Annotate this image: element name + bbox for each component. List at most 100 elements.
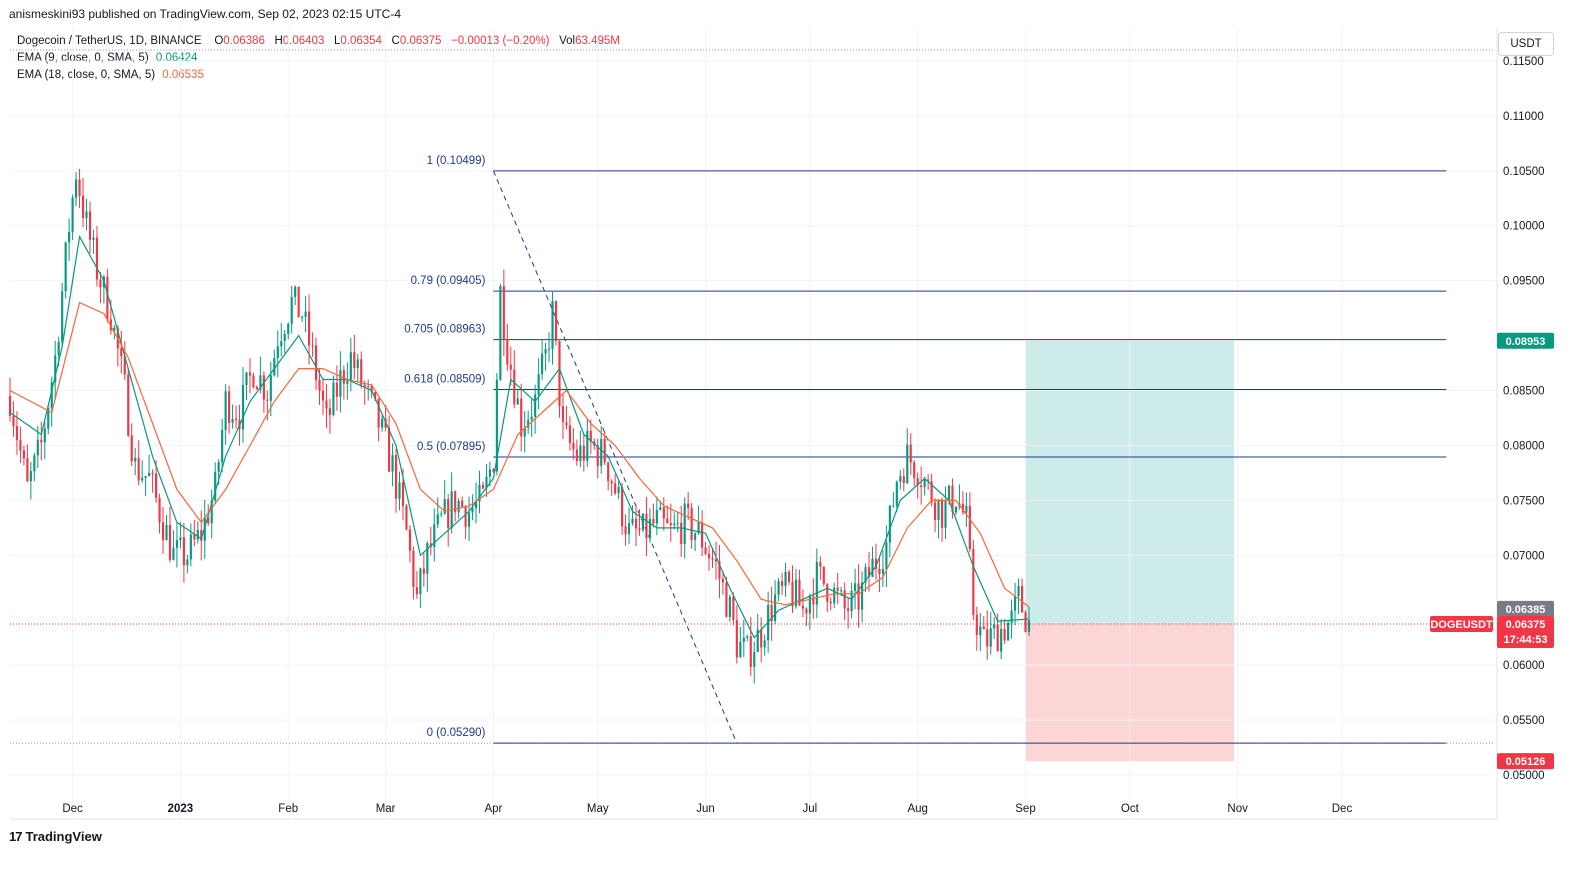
candle[interactable] [707, 545, 711, 571]
candle[interactable] [847, 597, 850, 629]
price-tag[interactable]: 0.05126 [1497, 753, 1554, 770]
candle[interactable] [68, 218, 71, 261]
candle[interactable] [826, 582, 829, 612]
candle[interactable] [655, 496, 658, 536]
candle[interactable] [228, 385, 231, 434]
candle[interactable] [182, 522, 185, 583]
candle[interactable] [617, 481, 620, 500]
candle[interactable] [64, 241, 67, 299]
candle[interactable] [485, 463, 488, 497]
candle[interactable] [624, 514, 627, 546]
candle[interactable] [961, 491, 964, 516]
candle[interactable] [697, 505, 700, 535]
candle[interactable] [15, 411, 19, 456]
candle[interactable] [648, 508, 651, 543]
candle[interactable] [81, 177, 85, 228]
candle[interactable] [575, 439, 578, 466]
candle[interactable] [287, 322, 290, 340]
candle[interactable] [29, 461, 32, 500]
candle[interactable] [1013, 582, 1017, 626]
candle[interactable] [353, 334, 356, 380]
candle[interactable] [447, 493, 450, 547]
candle[interactable] [262, 371, 265, 413]
candle[interactable] [325, 383, 328, 428]
candle[interactable] [784, 562, 787, 597]
candle[interactable] [558, 340, 561, 418]
candle[interactable] [934, 498, 937, 533]
candle[interactable] [798, 569, 801, 606]
candle[interactable] [433, 508, 436, 562]
candle[interactable] [989, 611, 992, 655]
candle[interactable] [836, 572, 839, 605]
candle[interactable] [652, 503, 655, 528]
candle[interactable] [454, 490, 457, 522]
candle[interactable] [732, 592, 735, 626]
candle[interactable] [88, 201, 92, 254]
candle[interactable] [99, 271, 102, 304]
candle[interactable] [234, 405, 238, 429]
candle[interactable] [440, 510, 443, 517]
candle[interactable] [1024, 610, 1027, 633]
candle[interactable] [735, 605, 738, 664]
candle[interactable] [899, 470, 902, 490]
candle[interactable] [304, 296, 307, 333]
candle[interactable] [805, 607, 808, 626]
candle[interactable] [986, 610, 989, 660]
candle[interactable] [916, 472, 919, 499]
candle[interactable] [71, 194, 74, 240]
candle[interactable] [742, 619, 745, 658]
candle[interactable] [940, 497, 944, 543]
candle[interactable] [673, 512, 676, 530]
candle[interactable] [721, 570, 725, 595]
candle[interactable] [450, 472, 453, 534]
candle[interactable] [172, 530, 175, 561]
candle[interactable] [951, 478, 954, 519]
candle[interactable] [791, 565, 794, 613]
candle[interactable] [196, 521, 199, 544]
candle[interactable] [221, 418, 224, 473]
candle[interactable] [95, 226, 99, 287]
candle[interactable] [711, 547, 714, 569]
candle[interactable] [186, 554, 189, 574]
candle[interactable] [520, 383, 523, 452]
candle[interactable] [895, 480, 898, 512]
candle[interactable] [412, 546, 415, 600]
candle[interactable] [551, 291, 554, 365]
candle[interactable] [349, 338, 352, 392]
candle[interactable] [801, 589, 805, 618]
candle[interactable] [822, 566, 825, 587]
candle[interactable] [273, 349, 276, 377]
currency-button[interactable]: USDT [1498, 32, 1554, 56]
candle[interactable] [175, 523, 179, 568]
candle[interactable] [690, 502, 693, 549]
candle[interactable] [760, 617, 763, 663]
candle[interactable] [982, 615, 985, 630]
candle[interactable] [189, 523, 192, 567]
candle[interactable] [787, 569, 791, 586]
candle[interactable] [579, 430, 582, 467]
candle[interactable] [513, 350, 516, 409]
candle[interactable] [8, 377, 12, 422]
candle[interactable] [829, 597, 832, 611]
candle[interactable] [582, 433, 585, 472]
candle[interactable] [878, 557, 881, 593]
candle[interactable] [252, 372, 255, 389]
candle[interactable] [387, 415, 391, 472]
candle[interactable] [669, 503, 672, 542]
candle[interactable] [527, 410, 530, 434]
ema18-row[interactable]: EMA (18, close, 0, SMA, 5) 0.06535 [17, 67, 620, 84]
candle[interactable] [867, 551, 871, 592]
candle[interactable] [314, 337, 318, 390]
candle[interactable] [335, 365, 338, 411]
candle[interactable] [544, 342, 547, 371]
candle[interactable] [815, 548, 818, 618]
candle[interactable] [523, 410, 526, 453]
candle[interactable] [568, 416, 571, 451]
candle[interactable] [909, 433, 912, 475]
candle[interactable] [297, 286, 300, 318]
candle[interactable] [780, 572, 784, 596]
candle[interactable] [443, 480, 446, 515]
candle[interactable] [645, 496, 648, 556]
candle[interactable] [638, 509, 641, 536]
